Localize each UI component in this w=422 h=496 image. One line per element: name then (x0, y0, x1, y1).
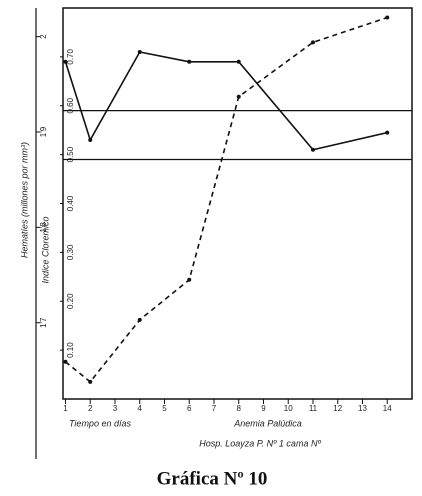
x-axis-label: Tiempo en días (69, 418, 131, 428)
point (88, 379, 93, 384)
y-tick-label: 0.20 (66, 293, 75, 309)
y-tick-label: 0.30 (66, 244, 75, 260)
y2-tick-label: 2 (39, 34, 48, 39)
x-tick-label: 2 (88, 404, 93, 413)
y-tick-label: 0.40 (66, 195, 75, 211)
point (236, 94, 241, 99)
y-axis-label: Indice Cloremico (40, 216, 50, 283)
point (310, 147, 315, 152)
point (236, 59, 241, 64)
point (63, 59, 68, 64)
point (63, 359, 68, 364)
point (385, 130, 390, 135)
series-line (64, 16, 388, 383)
x-tick-label: 13 (358, 404, 367, 413)
series-line (64, 51, 388, 151)
x-tick-label: 3 (113, 404, 118, 413)
footer: Hosp. Loayza P. Nº 1 cama Nº (199, 438, 321, 448)
point (137, 317, 142, 322)
point (187, 59, 192, 64)
x-tick-label: 11 (309, 404, 318, 413)
y2-axis-label: Hematíes (millones por mm³) (19, 142, 29, 258)
point (310, 40, 315, 45)
point (137, 49, 142, 54)
y-tick-label: 0.70 (66, 49, 75, 65)
x-tick-label: 4 (138, 404, 143, 413)
plot-frame (62, 7, 413, 400)
caption: Gráfica Nº 10 (157, 468, 268, 489)
x-tick-label: 14 (383, 404, 392, 413)
point (385, 15, 390, 20)
subtitle: Anemia Palúdica (233, 418, 302, 428)
y2-tick-label: 1'9 (39, 126, 48, 137)
x-tick-label: 5 (162, 404, 167, 413)
point (88, 137, 93, 142)
y-tick-label: 0.50 (66, 146, 75, 162)
x-tick-label: 1 (63, 404, 68, 413)
point (187, 277, 192, 282)
x-tick-label: 7 (212, 404, 217, 413)
y2-tick-label: 1'8 (39, 222, 48, 233)
y-tick-label: 0.10 (66, 342, 75, 358)
x-tick-label: 9 (261, 404, 266, 413)
x-tick-label: 8 (237, 404, 242, 413)
x-tick-label: 10 (284, 404, 293, 413)
y2-tick-label: 1'7 (39, 317, 48, 328)
y-tick-label: 0.60 (66, 97, 75, 113)
x-tick-label: 12 (333, 404, 342, 413)
x-tick-label: 6 (187, 404, 192, 413)
